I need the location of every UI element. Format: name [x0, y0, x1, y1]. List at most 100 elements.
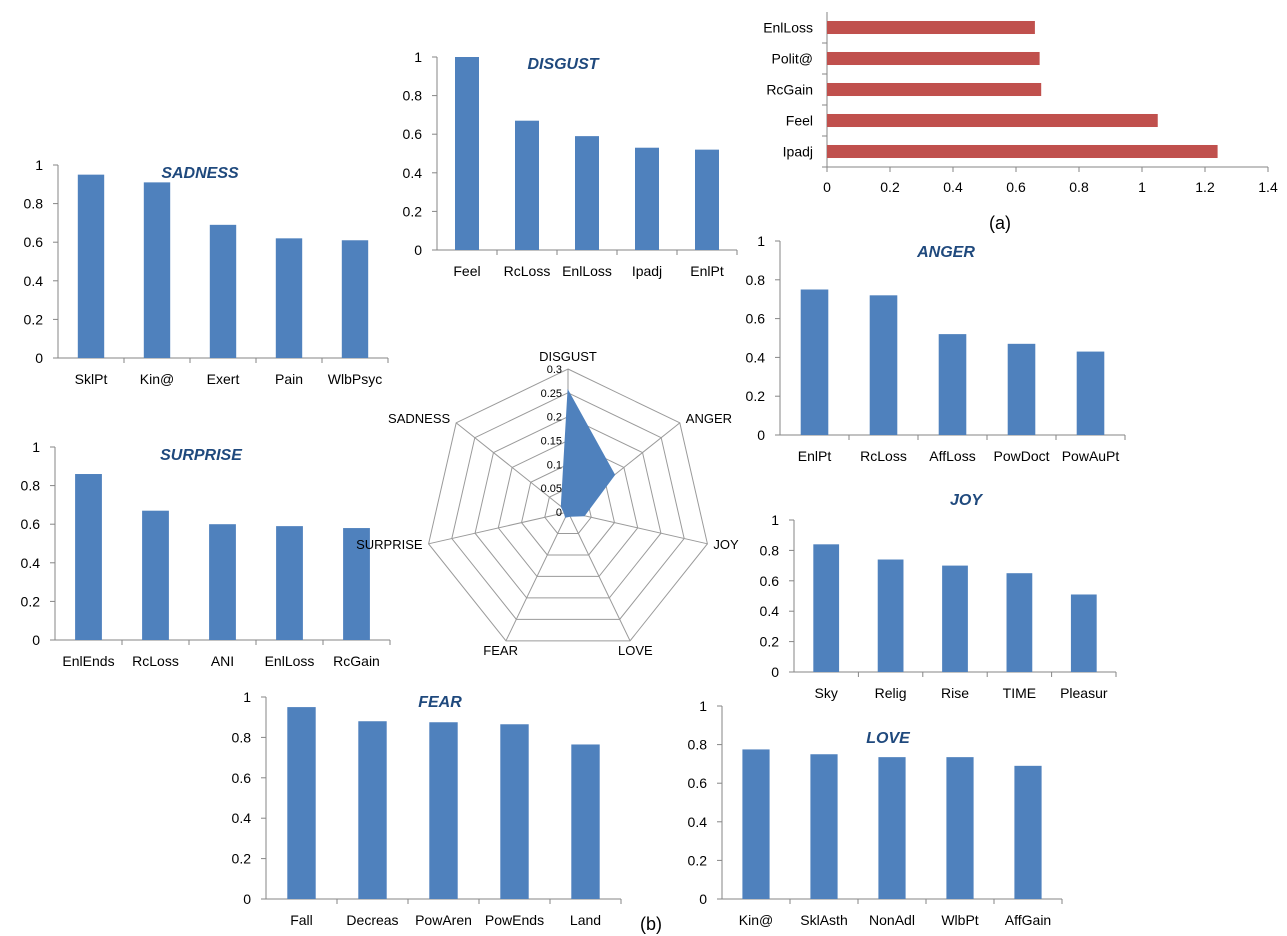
sadness-chart-title: SADNESS — [161, 165, 239, 182]
disgust-chart-title: DISGUST — [527, 56, 599, 73]
surprise-chart-title: SURPRISE — [160, 447, 243, 464]
radar-tick-label: 0 — [556, 507, 562, 519]
anger-bar — [869, 295, 898, 435]
fear-category-label: PowAren — [415, 912, 472, 928]
disgust-y-tick-label: 0.4 — [403, 165, 423, 181]
disgust-y-tick-label: 1 — [414, 49, 422, 65]
radar-grid-ring — [520, 463, 616, 556]
chart-anger: 0 0.2 0.4 0.6 0.8 1 EnlPt RcLoss AffLoss PowDoct P… — [746, 233, 1126, 464]
radar-spoke — [505, 511, 569, 642]
figure-label-b: (b) — [640, 914, 662, 934]
radar-spoke — [567, 511, 708, 545]
anger-bar — [1076, 351, 1105, 435]
anger-category-label: EnlPt — [798, 448, 832, 464]
anger-bar — [800, 289, 829, 435]
fear-y-tick-label: 0.2 — [232, 851, 252, 867]
joy-bar — [813, 544, 840, 672]
anger-y-tick-label: 0.8 — [746, 272, 766, 288]
fear-category-label: PowEnds — [485, 912, 544, 928]
surprise-y-tick-label: 0.2 — [21, 593, 41, 609]
fear-category-label: Land — [570, 912, 601, 928]
hbar-x-tick-label: 1.4 — [1258, 179, 1278, 195]
radar-grid-ring — [474, 416, 662, 599]
disgust-category-label: Ipadj — [632, 263, 662, 279]
hbar-bar — [827, 113, 1158, 128]
sadness-category-label: Pain — [275, 371, 303, 387]
hbar-bar — [827, 82, 1042, 97]
sadness-bar — [275, 238, 303, 358]
sadness-y-tick-label: 0.4 — [24, 273, 44, 289]
radar-axis-label: JOY — [713, 537, 739, 552]
anger-category-label: AffLoss — [929, 448, 975, 464]
fear-bar — [287, 707, 316, 899]
radar-tick-label: 0.15 — [541, 436, 562, 448]
surprise-bar — [142, 510, 169, 640]
hbar-x-tick-label: 0.4 — [943, 179, 963, 195]
joy-bar — [877, 559, 904, 672]
fear-bar — [500, 724, 529, 899]
joy-y-tick-label: 0.2 — [760, 634, 780, 650]
love-category-label: NonAdl — [869, 912, 915, 928]
surprise-y-tick-label: 0 — [32, 632, 40, 648]
fear-bar — [571, 744, 600, 899]
anger-bar — [938, 334, 967, 435]
surprise-y-tick-label: 0.4 — [21, 555, 41, 571]
radar-axis-label: LOVE — [618, 643, 653, 658]
anger-y-tick-label: 0.6 — [746, 311, 766, 327]
joy-bar — [1006, 573, 1033, 672]
radar-spoke — [428, 511, 569, 545]
radar-tick-label: 0.05 — [541, 483, 562, 495]
hbar-x-tick-label: 0 — [823, 179, 831, 195]
chart-love: 0 0.2 0.4 0.6 0.8 1 Kin@ SklAsth NonAdl WlbPt AffG… — [688, 698, 1063, 928]
disgust-category-label: RcLoss — [504, 263, 551, 279]
disgust-y-tick-label: 0 — [414, 242, 422, 258]
sadness-bar — [209, 224, 237, 358]
anger-category-label: PowAuPt — [1062, 448, 1120, 464]
sadness-category-label: SklPt — [75, 371, 108, 387]
fear-bar — [429, 722, 458, 899]
surprise-y-tick-label: 1 — [32, 439, 40, 455]
disgust-bar — [635, 147, 659, 250]
sadness-bar — [77, 174, 105, 358]
sadness-category-label: WlbPsyc — [328, 371, 382, 387]
love-bar — [810, 754, 838, 899]
love-y-tick-label: 0 — [699, 891, 707, 907]
love-bar — [742, 749, 770, 899]
hbar-x-tick-label: 0.8 — [1069, 179, 1089, 195]
anger-category-label: PowDoct — [993, 448, 1049, 464]
joy-y-tick-label: 0.8 — [760, 542, 780, 558]
joy-category-label: TIME — [1003, 685, 1036, 701]
surprise-bar — [209, 524, 236, 640]
radar-axis-label: ANGER — [686, 411, 732, 426]
surprise-category-label: EnlEnds — [62, 653, 114, 669]
fear-y-tick-label: 1 — [243, 689, 251, 705]
love-bar — [946, 757, 974, 899]
surprise-y-tick-label: 0.8 — [21, 478, 41, 494]
disgust-bar — [455, 57, 479, 250]
surprise-category-label: ANI — [211, 653, 234, 669]
disgust-y-tick-label: 0.8 — [403, 88, 423, 104]
love-category-label: AffGain — [1005, 912, 1051, 928]
hbar-bar — [827, 20, 1035, 35]
anger-y-tick-label: 0.2 — [746, 388, 766, 404]
joy-y-tick-label: 0 — [771, 664, 779, 680]
anger-y-tick-label: 0 — [757, 427, 765, 443]
hbar-category-label: EnlLoss — [763, 20, 813, 36]
love-y-tick-label: 0.4 — [688, 814, 708, 830]
anger-chart-title: ANGER — [916, 244, 975, 261]
surprise-bar — [75, 474, 102, 640]
sadness-y-tick-label: 0 — [35, 350, 43, 366]
love-y-tick-label: 0.6 — [688, 775, 708, 791]
hbar-category-label: Feel — [786, 113, 813, 129]
surprise-category-label: RcLoss — [132, 653, 179, 669]
love-y-tick-label: 0.8 — [688, 737, 708, 753]
love-category-label: Kin@ — [739, 912, 773, 928]
sadness-category-label: Kin@ — [140, 371, 174, 387]
love-y-tick-label: 1 — [699, 698, 707, 714]
disgust-bar — [575, 136, 599, 250]
anger-y-tick-label: 0.4 — [746, 349, 766, 365]
sadness-y-tick-label: 0.8 — [24, 196, 44, 212]
love-bar — [1014, 765, 1042, 899]
sadness-y-tick-label: 1 — [35, 157, 43, 173]
joy-y-tick-label: 1 — [771, 512, 779, 528]
